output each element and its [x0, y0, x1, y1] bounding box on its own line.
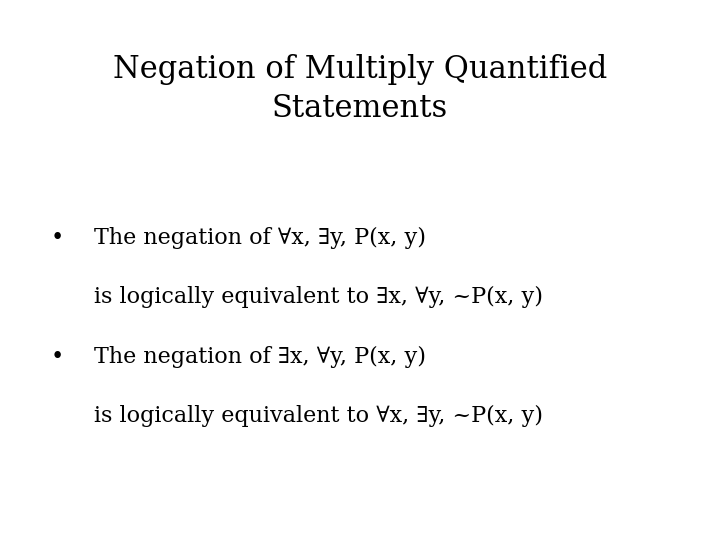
- Text: Negation of Multiply Quantified
Statements: Negation of Multiply Quantified Statemen…: [113, 54, 607, 124]
- Text: is logically equivalent to ∃x, ∀y, ~P(x, y): is logically equivalent to ∃x, ∀y, ~P(x,…: [94, 286, 543, 308]
- Text: •: •: [50, 227, 63, 249]
- Text: The negation of ∃x, ∀y, P(x, y): The negation of ∃x, ∀y, P(x, y): [94, 346, 426, 368]
- Text: is logically equivalent to ∀x, ∃y, ~P(x, y): is logically equivalent to ∀x, ∃y, ~P(x,…: [94, 405, 543, 427]
- Text: The negation of ∀x, ∃y, P(x, y): The negation of ∀x, ∃y, P(x, y): [94, 227, 426, 249]
- Text: •: •: [50, 346, 63, 368]
